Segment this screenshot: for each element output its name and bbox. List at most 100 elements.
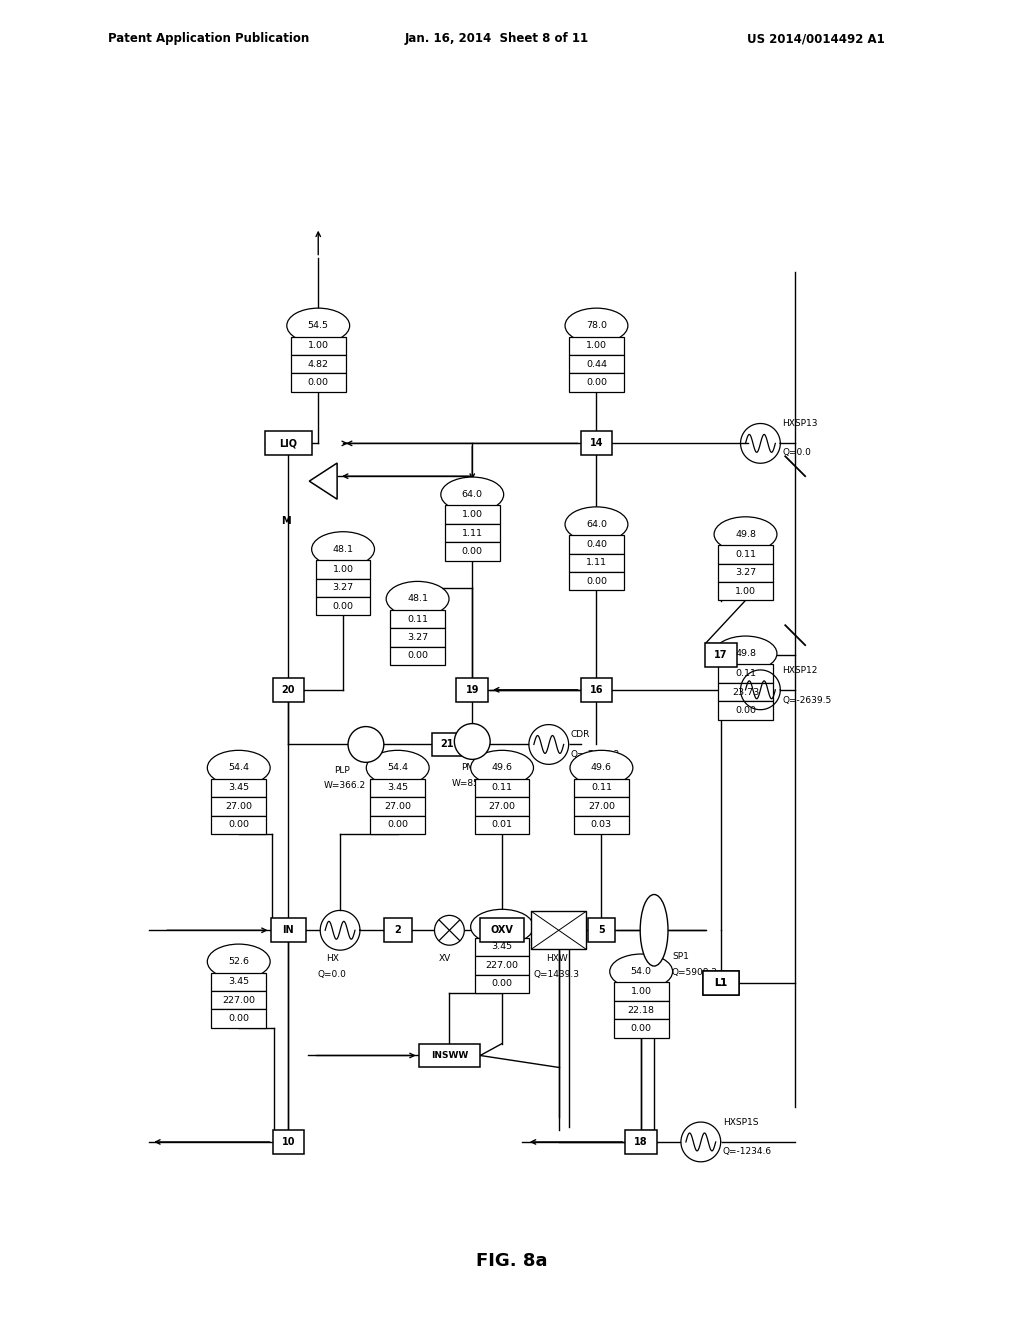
FancyBboxPatch shape [384, 919, 412, 942]
Text: 3.45: 3.45 [228, 784, 249, 792]
Text: CDR: CDR [570, 730, 590, 738]
FancyBboxPatch shape [475, 974, 529, 993]
Ellipse shape [565, 308, 628, 343]
Text: HXSP13: HXSP13 [782, 420, 818, 429]
FancyBboxPatch shape [705, 643, 736, 667]
Text: 0.03: 0.03 [591, 820, 612, 829]
Text: HXW: HXW [546, 954, 567, 964]
Text: M: M [282, 516, 291, 525]
FancyBboxPatch shape [444, 506, 500, 524]
Text: 22.18: 22.18 [628, 1006, 654, 1015]
Text: 0.11: 0.11 [735, 550, 756, 558]
Ellipse shape [609, 954, 673, 989]
Text: 18: 18 [634, 1137, 648, 1147]
Text: 1.00: 1.00 [333, 565, 353, 574]
Text: 4.82: 4.82 [308, 359, 329, 368]
FancyBboxPatch shape [371, 779, 425, 797]
FancyBboxPatch shape [569, 374, 624, 392]
FancyBboxPatch shape [211, 779, 266, 797]
Text: 1.00: 1.00 [735, 586, 756, 595]
Text: 1.00: 1.00 [462, 510, 482, 519]
Text: OXV: OXV [490, 925, 513, 936]
Text: 10: 10 [282, 1137, 295, 1147]
FancyBboxPatch shape [272, 678, 304, 702]
Text: 0.00: 0.00 [586, 577, 607, 586]
FancyBboxPatch shape [718, 564, 773, 582]
Text: 3.27: 3.27 [407, 632, 428, 642]
FancyBboxPatch shape [211, 1010, 266, 1028]
Text: IN: IN [283, 925, 294, 936]
Text: Q=-2639.5: Q=-2639.5 [782, 696, 831, 705]
Text: 27.00: 27.00 [225, 801, 252, 810]
Text: 0.44: 0.44 [586, 359, 607, 368]
Text: 227.00: 227.00 [222, 995, 255, 1005]
Text: 49.6: 49.6 [591, 763, 612, 772]
Text: 5: 5 [598, 925, 605, 936]
Ellipse shape [367, 750, 429, 785]
Text: L1: L1 [714, 978, 727, 987]
Text: US 2014/0014492 A1: US 2014/0014492 A1 [746, 33, 885, 45]
Text: Q=0.0: Q=0.0 [782, 449, 811, 457]
Text: L1: L1 [714, 978, 727, 987]
FancyBboxPatch shape [569, 572, 624, 590]
Text: Q=0.0: Q=0.0 [317, 970, 346, 979]
FancyBboxPatch shape [475, 937, 529, 956]
Text: PMP: PMP [461, 763, 479, 772]
Text: 49.6: 49.6 [492, 763, 513, 772]
Text: LIQ: LIQ [280, 438, 297, 449]
FancyBboxPatch shape [475, 816, 529, 834]
Ellipse shape [714, 517, 777, 552]
Ellipse shape [207, 750, 270, 785]
FancyBboxPatch shape [315, 560, 371, 578]
Text: 0.11: 0.11 [408, 615, 428, 623]
FancyBboxPatch shape [371, 797, 425, 816]
Text: 0.00: 0.00 [586, 378, 607, 387]
FancyBboxPatch shape [718, 664, 773, 682]
Text: 54.5: 54.5 [308, 321, 329, 330]
Circle shape [434, 915, 464, 945]
Text: 78.0: 78.0 [586, 321, 607, 330]
FancyBboxPatch shape [569, 536, 624, 553]
Text: 0.00: 0.00 [387, 820, 409, 829]
Text: 3.45: 3.45 [387, 784, 409, 792]
FancyBboxPatch shape [574, 797, 629, 816]
FancyBboxPatch shape [569, 337, 624, 355]
Text: XV: XV [438, 954, 451, 964]
Ellipse shape [570, 750, 633, 785]
FancyBboxPatch shape [613, 1001, 669, 1019]
FancyBboxPatch shape [574, 779, 629, 797]
Text: 0.01: 0.01 [492, 820, 513, 829]
FancyBboxPatch shape [211, 816, 266, 834]
Ellipse shape [471, 750, 534, 785]
Text: 0.00: 0.00 [228, 1014, 249, 1023]
Text: 49.8: 49.8 [735, 529, 756, 539]
Text: 2: 2 [394, 925, 401, 936]
FancyBboxPatch shape [444, 543, 500, 561]
Polygon shape [309, 463, 337, 499]
FancyBboxPatch shape [613, 1019, 669, 1038]
FancyBboxPatch shape [569, 553, 624, 572]
Text: Q=-7815.2: Q=-7815.2 [570, 751, 620, 759]
Ellipse shape [565, 507, 628, 541]
Text: 49.8: 49.8 [735, 649, 756, 659]
Text: 52.6: 52.6 [228, 957, 249, 966]
Ellipse shape [440, 477, 504, 512]
FancyBboxPatch shape [718, 682, 773, 701]
FancyBboxPatch shape [569, 355, 624, 374]
FancyBboxPatch shape [272, 1130, 304, 1154]
Text: Q=5908.2: Q=5908.2 [672, 968, 718, 977]
Text: 0.00: 0.00 [492, 979, 513, 989]
FancyBboxPatch shape [315, 597, 371, 615]
FancyBboxPatch shape [626, 1130, 657, 1154]
Ellipse shape [287, 308, 349, 343]
Text: Q=1439.3: Q=1439.3 [534, 970, 580, 979]
Text: 54.0: 54.0 [631, 968, 651, 975]
Text: 0.11: 0.11 [591, 784, 612, 792]
Text: 0.00: 0.00 [408, 651, 428, 660]
Text: 1.00: 1.00 [586, 342, 607, 350]
FancyBboxPatch shape [211, 991, 266, 1010]
FancyBboxPatch shape [371, 816, 425, 834]
Text: 0.00: 0.00 [462, 546, 482, 556]
Text: 48.1: 48.1 [333, 545, 353, 553]
Text: 0.00: 0.00 [228, 820, 249, 829]
